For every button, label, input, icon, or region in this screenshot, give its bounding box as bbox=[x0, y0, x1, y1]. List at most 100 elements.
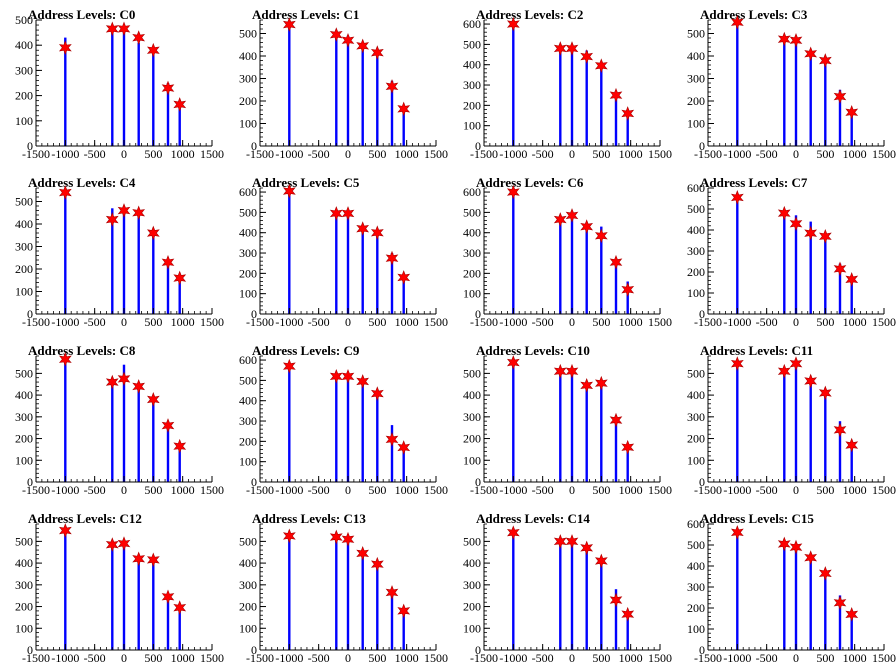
bar bbox=[122, 364, 126, 482]
chart-panel: Address Levels: C8 0 100 200 300 400 500 -1500-… bbox=[0, 336, 224, 504]
x-tick-label: -500 bbox=[84, 651, 106, 665]
y-tick-label: 300 bbox=[239, 414, 257, 428]
y-tick-label: 200 bbox=[463, 266, 481, 280]
star-marker bbox=[845, 437, 859, 453]
x-tick-label: -500 bbox=[532, 483, 554, 497]
bar bbox=[346, 212, 350, 314]
x-tick-label: 1500 bbox=[424, 147, 448, 161]
chart-title: Address Levels: C0 bbox=[28, 7, 135, 22]
bar bbox=[64, 360, 67, 482]
x-tick-label: 1500 bbox=[872, 147, 896, 161]
star-marker bbox=[580, 540, 594, 556]
x-tick-label: 0 bbox=[345, 147, 351, 161]
x-tick-label: 0 bbox=[793, 483, 799, 497]
star-marker bbox=[553, 41, 567, 56]
star-marker bbox=[621, 106, 635, 121]
y-tick-label: 600 bbox=[463, 17, 481, 31]
x-tick-label: -1500 bbox=[470, 651, 498, 665]
star-marker bbox=[397, 270, 411, 285]
chart-title: Address Levels: C6 bbox=[476, 175, 584, 190]
y-tick-label: 300 bbox=[239, 246, 257, 260]
star-marker bbox=[609, 254, 623, 270]
star-marker bbox=[356, 38, 370, 54]
chart-svg: Address Levels: C10100200300400500-1500-… bbox=[239, 7, 448, 161]
x-tick-label: -1500 bbox=[22, 315, 50, 329]
bar bbox=[137, 212, 140, 315]
x-tick-label: -1000 bbox=[51, 651, 79, 665]
x-tick-label: 1500 bbox=[424, 483, 448, 497]
star-marker bbox=[818, 53, 832, 68]
y-tick-label: 300 bbox=[15, 578, 33, 592]
star-marker bbox=[117, 203, 131, 218]
x-tick-label: 0 bbox=[121, 651, 127, 665]
x-tick-label: -1000 bbox=[51, 483, 79, 497]
star-marker bbox=[356, 221, 370, 236]
x-tick-label: 1000 bbox=[843, 483, 867, 497]
bar bbox=[152, 47, 155, 147]
bar bbox=[361, 550, 364, 650]
star-marker bbox=[161, 254, 175, 270]
bar bbox=[838, 421, 842, 482]
star-marker bbox=[132, 205, 146, 221]
bar bbox=[824, 570, 827, 650]
bar bbox=[570, 539, 574, 650]
chart-title: Address Levels: C2 bbox=[476, 7, 583, 22]
star-marker bbox=[553, 363, 567, 379]
y-tick-label: 100 bbox=[687, 622, 705, 636]
bar bbox=[736, 360, 739, 482]
y-tick-label: 100 bbox=[15, 285, 33, 299]
bar bbox=[585, 50, 588, 146]
y-tick-label: 400 bbox=[463, 388, 481, 402]
chart-svg: Address Levels: C2 0 100 200 300 400 500 600 -15… bbox=[463, 7, 672, 161]
x-tick-label: 1500 bbox=[200, 315, 224, 329]
bar bbox=[335, 212, 338, 314]
star-marker bbox=[621, 606, 635, 622]
y-tick-label: 500 bbox=[463, 205, 481, 219]
bar bbox=[390, 253, 394, 314]
x-tick-label: -1500 bbox=[470, 147, 498, 161]
x-tick-label: -1000 bbox=[499, 483, 527, 497]
star-marker bbox=[146, 392, 160, 407]
bar bbox=[361, 226, 364, 314]
star-marker bbox=[105, 374, 119, 390]
star-marker bbox=[553, 212, 567, 227]
star-marker bbox=[833, 422, 847, 438]
chart-panel: Address Levels: C5 0 100 200 300 400 500 600 -15… bbox=[224, 168, 448, 336]
star-marker bbox=[397, 440, 411, 455]
y-tick-label: 100 bbox=[15, 114, 33, 128]
y-tick-label: 100 bbox=[687, 117, 705, 131]
x-tick-label: -1500 bbox=[694, 147, 722, 161]
star-marker bbox=[594, 553, 608, 569]
y-tick-label: 0 bbox=[475, 307, 481, 321]
star-marker bbox=[58, 351, 72, 367]
bar bbox=[111, 208, 114, 315]
y-tick-label: 500 bbox=[15, 534, 33, 548]
bar bbox=[376, 563, 379, 650]
y-tick-label: 0 bbox=[475, 475, 481, 489]
star-marker bbox=[777, 363, 791, 379]
star-marker bbox=[565, 41, 579, 56]
star-marker bbox=[385, 431, 399, 447]
x-tick-label: -1000 bbox=[723, 651, 751, 665]
star-marker bbox=[580, 219, 594, 234]
chart-svg: Address Levels: C6 0 100 200 300 400 500 600 -15… bbox=[463, 175, 672, 329]
star-marker bbox=[341, 368, 355, 384]
x-tick-label: 500 bbox=[816, 651, 834, 665]
x-tick-label: -500 bbox=[84, 315, 106, 329]
x-tick-label: 1000 bbox=[619, 651, 643, 665]
bar bbox=[137, 386, 140, 482]
x-tick-label: -500 bbox=[756, 483, 778, 497]
bar bbox=[512, 188, 515, 314]
star-marker bbox=[117, 21, 131, 37]
x-tick-label: -1500 bbox=[694, 483, 722, 497]
x-tick-label: -1000 bbox=[499, 651, 527, 665]
x-tick-label: -500 bbox=[532, 651, 554, 665]
x-tick-label: 1000 bbox=[619, 315, 643, 329]
x-tick-label: -500 bbox=[308, 315, 330, 329]
x-tick-label: -1000 bbox=[723, 147, 751, 161]
y-tick-label: 500 bbox=[239, 534, 257, 548]
star-marker bbox=[105, 21, 119, 37]
star-marker bbox=[845, 606, 859, 622]
x-tick-label: 0 bbox=[569, 315, 575, 329]
bar bbox=[376, 53, 379, 147]
